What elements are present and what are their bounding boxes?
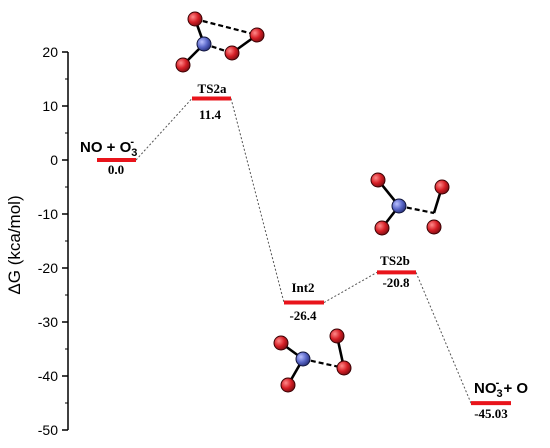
nitrogen-atom [196,36,212,52]
y-axis-title: ΔG (kca/mol) [5,195,24,294]
oxygen-atom [426,219,442,235]
energy-connector [230,98,285,303]
oxygen-atom [224,45,240,61]
y-ticks: 20 10 0 -10 -20 -30 -40 -50 [38,44,68,438]
species-label-no3-o: NO3- + O [474,377,528,400]
oxygen-atom [273,335,289,351]
molecule-ts2a [175,11,265,73]
value-label-no-o3: 0.0 [108,162,124,177]
oxygen-atom [249,27,265,43]
y-tick-label: 0 [50,152,58,168]
levels [97,96,511,406]
oxygen-atom [329,328,345,344]
value-label-no3-o: -45.03 [474,406,508,421]
connectors [135,98,472,404]
y-tick-label: -50 [38,422,58,438]
energy-connector [415,272,472,404]
y-tick-label: 10 [42,98,58,114]
energy-connector [135,98,193,161]
oxygen-atom [175,57,191,73]
nitrogen-atom [391,198,407,214]
molecule-int2 [273,328,352,393]
level-labels: NO + O3- 0.0 TS2a 11.4 Int2 -26.4 TS2b -… [80,81,528,421]
y-tick-label: 20 [42,44,58,60]
y-tick-label: -40 [38,368,58,384]
level-name-ts2a: TS2a [198,81,227,96]
nitrogen-atom [295,351,311,367]
value-label-int2: -26.4 [289,308,317,323]
oxygen-atom [434,179,450,195]
level-name-ts2b: TS2b [380,253,410,268]
y-axis: 20 10 0 -10 -20 -30 -40 -50 [38,44,69,438]
value-label-ts2a: 11.4 [199,107,222,122]
oxygen-atom [187,11,203,27]
value-label-ts2b: -20.8 [382,275,410,290]
y-tick-label: -10 [38,206,58,222]
y-tick-label: -30 [38,314,58,330]
level-name-int2: Int2 [291,280,314,295]
species-label-no-o3: NO + O3- [80,136,137,159]
oxygen-atom [280,377,296,393]
oxygen-atom [374,220,390,236]
molecule-ts2b [370,172,450,236]
y-tick-label: -20 [38,260,58,276]
oxygen-atom [336,360,352,376]
energy-connector [323,271,378,303]
oxygen-atom [370,172,386,188]
